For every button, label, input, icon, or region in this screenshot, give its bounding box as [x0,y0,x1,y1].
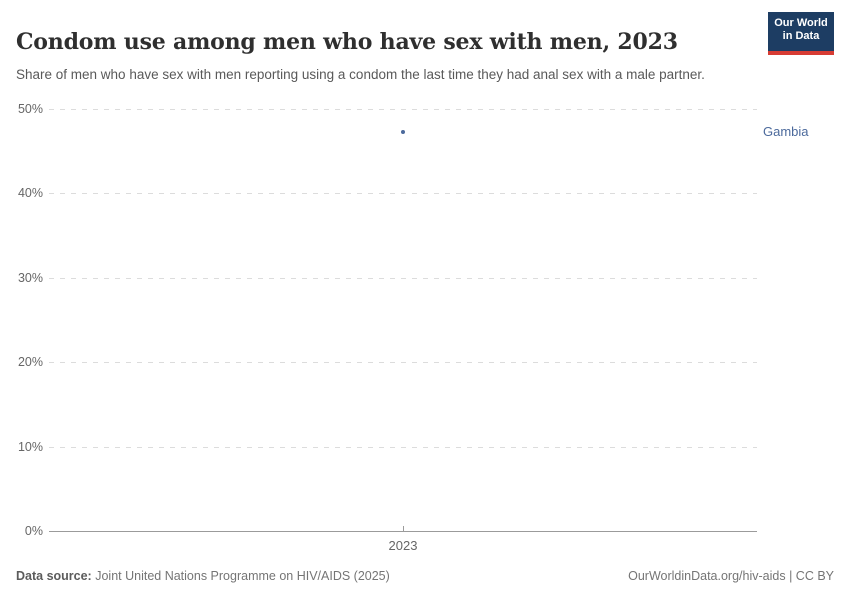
page-title: Condom use among men who have sex with m… [16,28,678,55]
data-source-label: Data source: [16,569,92,583]
owid-logo[interactable]: Our World in Data [768,12,834,55]
y-tick-label: 0% [24,524,43,538]
data-source-note: Data source: Joint United Nations Progra… [16,569,390,583]
owid-logo-accent-bar [768,51,834,55]
data-point-gambia[interactable] [401,130,405,134]
y-tick-label: 30% [17,271,43,285]
gridline [49,447,757,448]
y-tick-label: 20% [17,355,43,369]
data-source-value: Joint United Nations Programme on HIV/AI… [95,569,390,583]
chart-subtitle: Share of men who have sex with men repor… [16,66,705,82]
gridline [49,109,757,110]
x-tick-mark [403,526,404,531]
owid-logo-line1: Our World [774,17,828,29]
gridline [49,278,757,279]
x-tick-label: 2023 [388,538,418,553]
entity-label-gambia[interactable]: Gambia [763,124,809,139]
gridline [49,362,757,363]
y-tick-label: 50% [17,102,43,116]
gridline [49,193,757,194]
y-tick-label: 10% [17,440,43,454]
credit-link[interactable]: OurWorldinData.org/hiv-aids | CC BY [628,569,834,583]
owid-logo-line2: in Data [782,30,820,42]
y-tick-label: 40% [17,186,43,200]
x-axis-line [49,531,757,532]
